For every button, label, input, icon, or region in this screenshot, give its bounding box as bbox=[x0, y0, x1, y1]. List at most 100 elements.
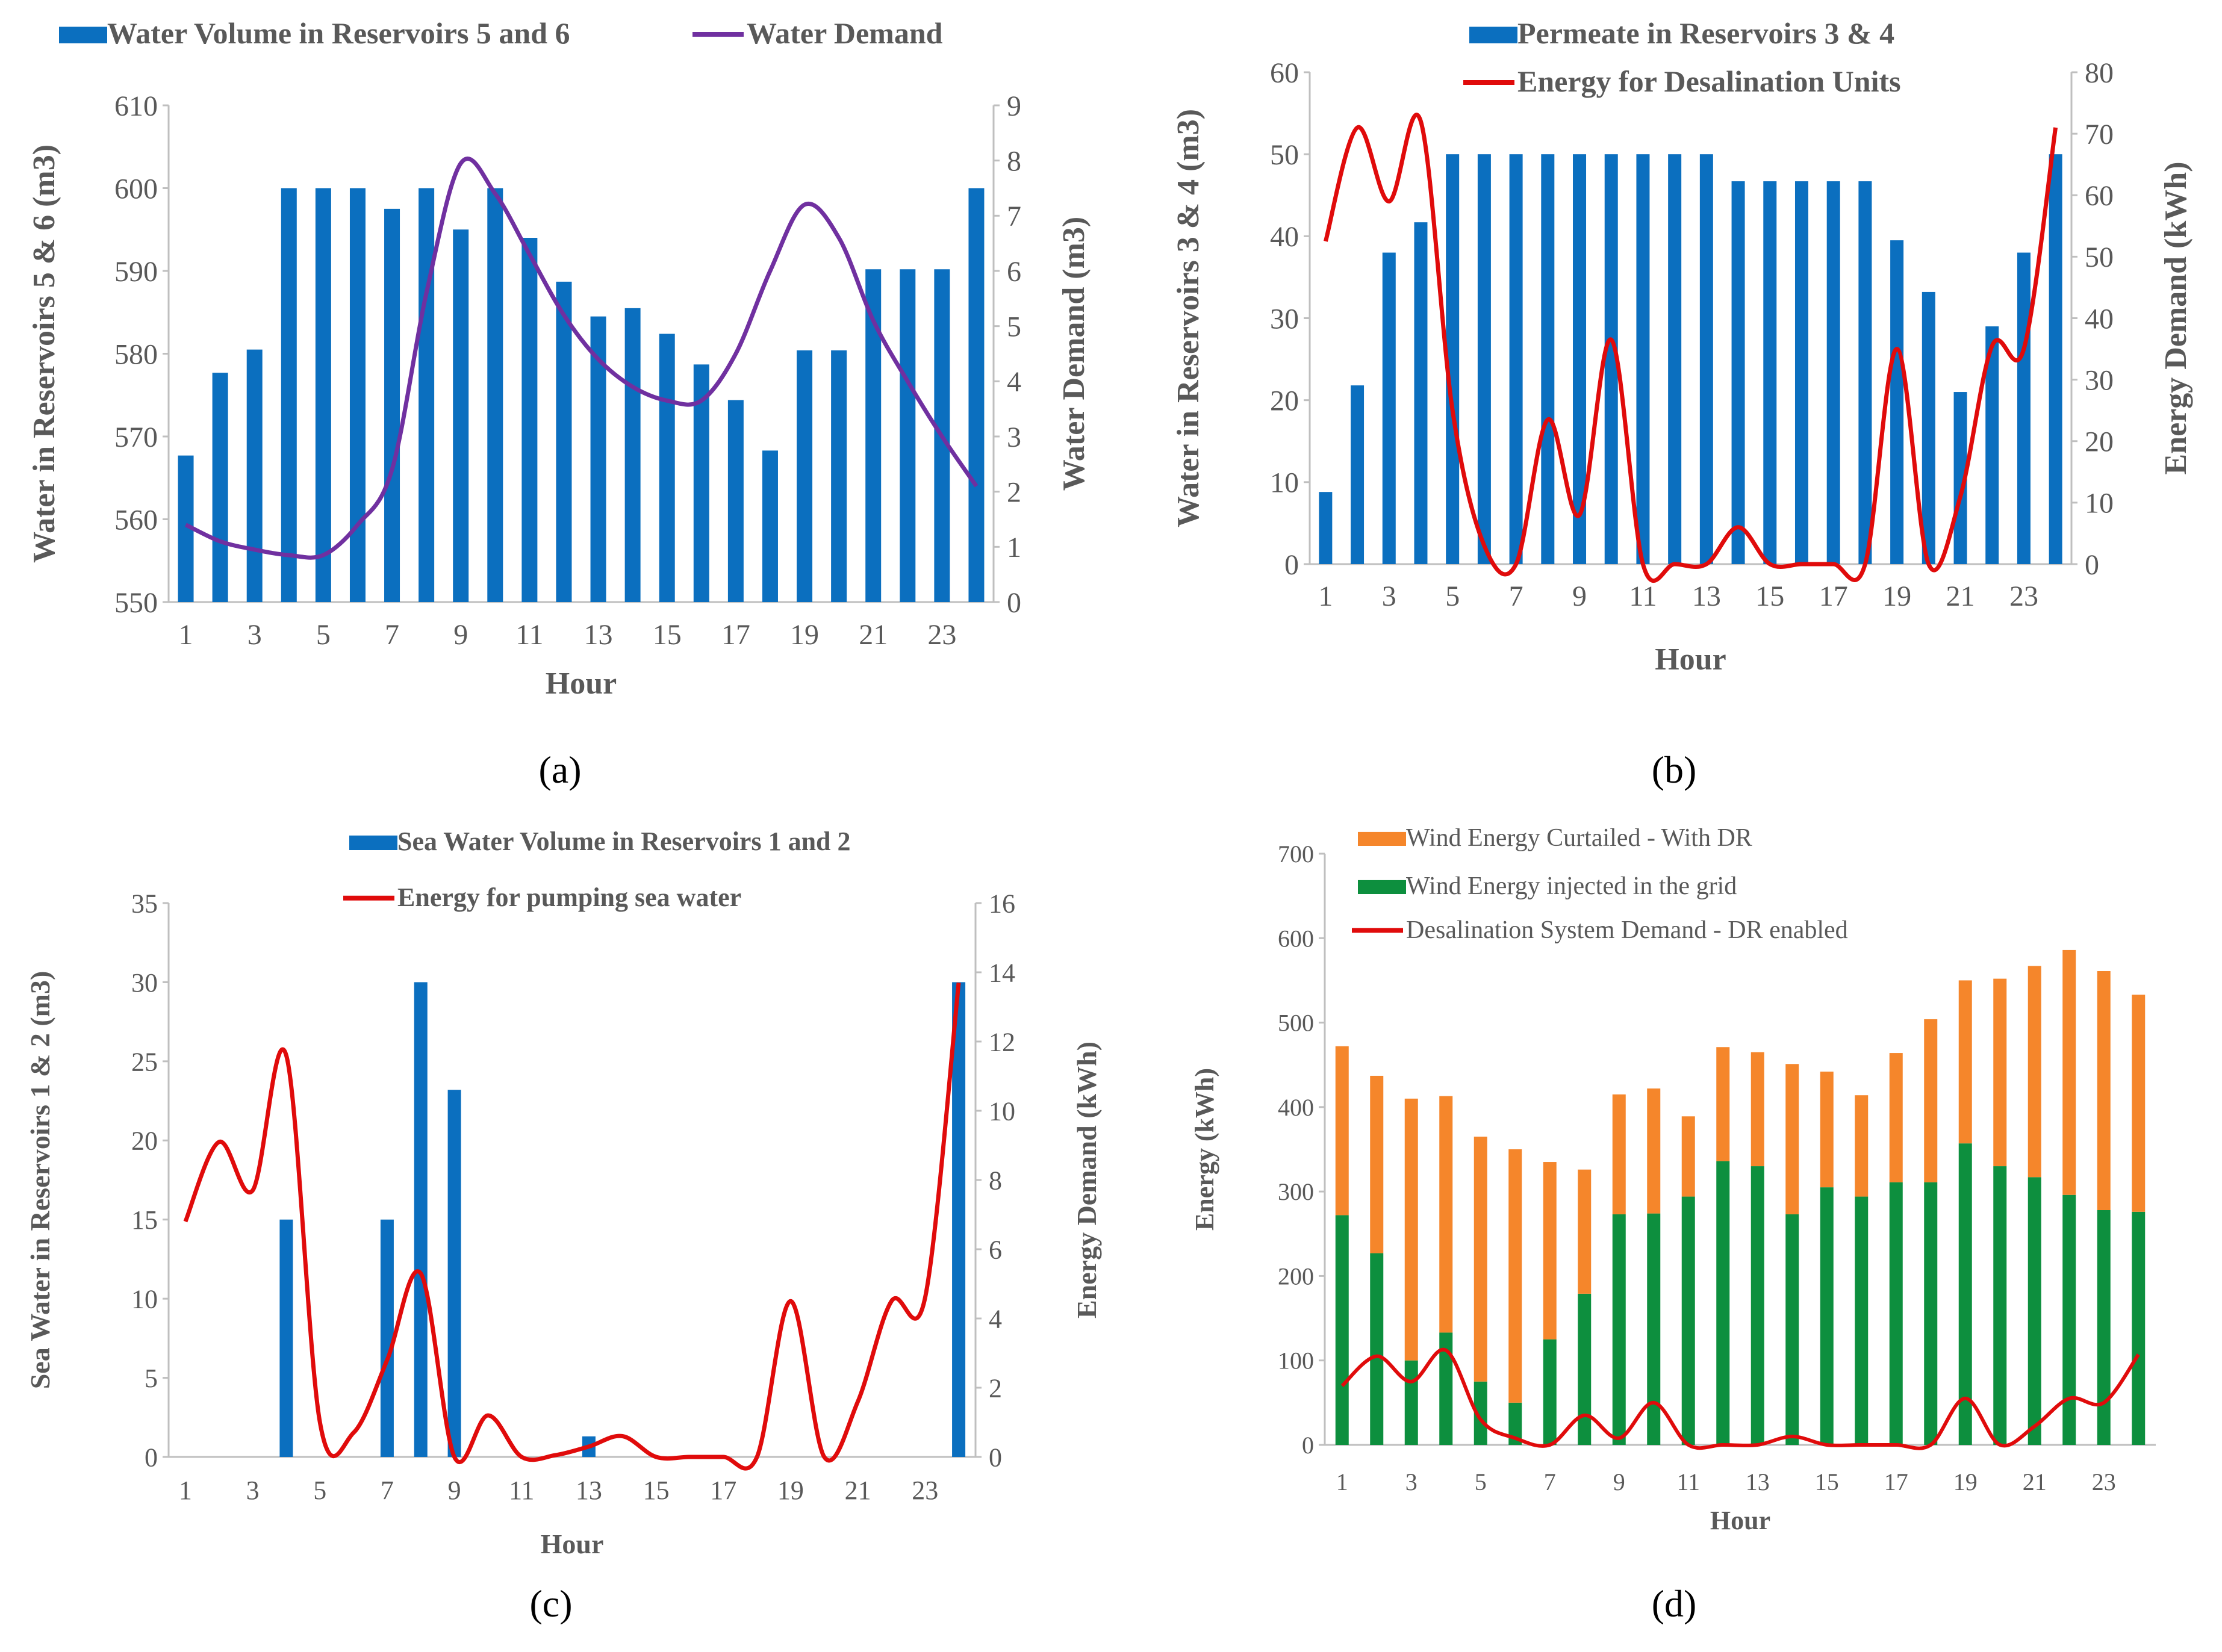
x-tick-label: 15 bbox=[1755, 580, 1784, 612]
bar-curtailed-hour-1 bbox=[1335, 1046, 1349, 1216]
bar-hour-18 bbox=[762, 450, 778, 602]
bar-injected-hour-21 bbox=[2027, 1177, 2041, 1445]
bar-injected-hour-20 bbox=[1993, 1166, 2007, 1445]
y-tick-label: 400 bbox=[1278, 1094, 1314, 1121]
y2-tick-label: 5 bbox=[1007, 311, 1021, 343]
y-tick-label: 30 bbox=[131, 968, 158, 998]
panel-caption: (b) bbox=[1652, 748, 1697, 791]
legend-label: Energy for pumping sea water bbox=[397, 883, 741, 912]
legend-label: Desalination System Demand - DR enabled bbox=[1406, 916, 1848, 944]
y2-tick-label: 0 bbox=[989, 1442, 1002, 1472]
bar-hour-24 bbox=[968, 188, 985, 602]
bar-curtailed-hour-14 bbox=[1785, 1064, 1799, 1215]
y2-tick-label: 50 bbox=[2085, 241, 2114, 273]
x-tick-label: 13 bbox=[584, 619, 613, 651]
y-axis-title: Water in Reservoirs 5 & 6 (m3) bbox=[27, 144, 61, 563]
y2-tick-label: 80 bbox=[2085, 57, 2114, 89]
x-tick-label: 23 bbox=[2092, 1468, 2116, 1495]
bar-curtailed-hour-16 bbox=[1855, 1095, 1869, 1197]
bar-hour-9 bbox=[453, 229, 469, 602]
x-axis-title: Hour bbox=[1655, 642, 1726, 677]
x-axis-title: Hour bbox=[541, 1529, 604, 1559]
x-axis-title: Hour bbox=[546, 666, 617, 701]
bar-hour-4 bbox=[1414, 222, 1428, 564]
bar-hour-10 bbox=[1604, 154, 1618, 565]
x-tick-label: 19 bbox=[1953, 1468, 1978, 1495]
y-axis-title: Energy (kWh) bbox=[1190, 1068, 1219, 1231]
bar-hour-9 bbox=[1573, 154, 1587, 565]
bar-curtailed-hour-13 bbox=[1751, 1052, 1764, 1167]
x-tick-label: 3 bbox=[1405, 1468, 1418, 1495]
bar-hour-12 bbox=[1668, 154, 1682, 565]
bar-hour-18 bbox=[1858, 181, 1872, 564]
x-tick-label: 15 bbox=[643, 1476, 670, 1505]
y-tick-label: 5 bbox=[145, 1364, 158, 1393]
legend-label: Sea Water Volume in Reservoirs 1 and 2 bbox=[397, 827, 851, 856]
bar-hour-9 bbox=[447, 1090, 461, 1457]
y-axis-title: Sea Water in Reservoirs 1 & 2 (m3) bbox=[25, 971, 55, 1390]
y2-tick-label: 12 bbox=[989, 1027, 1015, 1057]
bar-hour-20 bbox=[831, 350, 847, 602]
panel-caption: (c) bbox=[529, 1582, 572, 1625]
x-tick-label: 21 bbox=[859, 619, 888, 651]
bar-hour-6 bbox=[1477, 154, 1491, 565]
bar-injected-hour-11 bbox=[1681, 1196, 1695, 1445]
bar-hour-16 bbox=[1794, 181, 1808, 564]
bar-hour-23 bbox=[2017, 252, 2031, 565]
bar-hour-17 bbox=[1826, 181, 1840, 564]
bar-hour-2 bbox=[1351, 385, 1365, 564]
bar-hour-8 bbox=[419, 188, 435, 602]
bar-injected-hour-16 bbox=[1855, 1196, 1869, 1445]
y-tick-label: 30 bbox=[1270, 303, 1299, 335]
bar-injected-hour-8 bbox=[1578, 1293, 1592, 1445]
bar-hour-3 bbox=[246, 349, 263, 602]
y-tick-label: 200 bbox=[1278, 1262, 1314, 1290]
bar-hour-11 bbox=[1636, 154, 1650, 565]
y2-tick-label: 9 bbox=[1007, 90, 1021, 122]
bar-curtailed-hour-23 bbox=[2097, 970, 2111, 1211]
y-tick-label: 60 bbox=[1270, 57, 1299, 89]
panel-caption: (a) bbox=[538, 748, 581, 791]
line-c-series bbox=[183, 982, 961, 1471]
x-tick-label: 9 bbox=[448, 1476, 461, 1505]
y2-tick-label: 2 bbox=[1007, 476, 1021, 508]
legend-label: Water Demand bbox=[747, 16, 943, 50]
y2-tick-label: 8 bbox=[989, 1166, 1002, 1195]
y-tick-label: 700 bbox=[1278, 840, 1314, 868]
bar-hour-6 bbox=[349, 188, 366, 602]
bar-injected-hour-5 bbox=[1474, 1381, 1487, 1445]
x-tick-label: 23 bbox=[927, 619, 956, 651]
bar-hour-20 bbox=[1922, 291, 1935, 564]
legend-swatch bbox=[1358, 831, 1406, 846]
x-tick-label: 19 bbox=[777, 1476, 804, 1505]
y-tick-label: 580 bbox=[114, 338, 158, 370]
bar-hour-19 bbox=[1890, 240, 1904, 564]
y-tick-label: 50 bbox=[1270, 139, 1299, 171]
y2-tick-label: 3 bbox=[1007, 421, 1021, 453]
bar-injected-hour-3 bbox=[1404, 1360, 1418, 1445]
legend-label: Wind Energy injected in the grid bbox=[1406, 872, 1737, 900]
bar-injected-hour-18 bbox=[1924, 1182, 1938, 1445]
y2-tick-label: 20 bbox=[2085, 426, 2114, 458]
y-tick-label: 610 bbox=[114, 90, 158, 122]
legend-label: Wind Energy Curtailed - With DR bbox=[1406, 824, 1752, 852]
bar-curtailed-hour-19 bbox=[1958, 980, 1972, 1144]
line-desalination-demand bbox=[1340, 1347, 2140, 1450]
y-tick-label: 600 bbox=[114, 173, 158, 205]
legend-swatch bbox=[1469, 26, 1517, 43]
y-tick-label: 40 bbox=[1270, 221, 1299, 253]
bar-curtailed-hour-10 bbox=[1647, 1088, 1661, 1214]
x-axis-title: Hour bbox=[1710, 1506, 1770, 1535]
y-tick-label: 20 bbox=[131, 1126, 158, 1156]
x-tick-label: 19 bbox=[790, 619, 819, 651]
x-tick-label: 5 bbox=[1475, 1468, 1487, 1495]
y-tick-label: 550 bbox=[114, 587, 158, 619]
bar-injected-hour-22 bbox=[2062, 1194, 2076, 1445]
x-tick-label: 5 bbox=[316, 619, 331, 651]
x-tick-label: 23 bbox=[2009, 580, 2038, 612]
y2-tick-label: 10 bbox=[2085, 488, 2114, 520]
y-tick-label: 10 bbox=[131, 1285, 158, 1314]
